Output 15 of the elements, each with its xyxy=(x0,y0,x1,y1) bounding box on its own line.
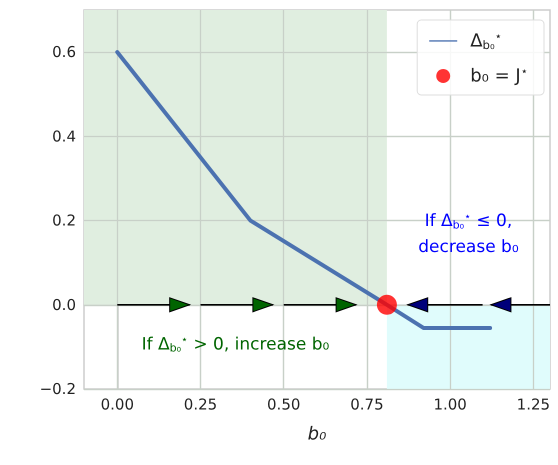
y-tick-label: 0.4 xyxy=(52,127,76,146)
x-tick-label: 0.25 xyxy=(184,396,218,414)
y-tick-label: 0.2 xyxy=(52,212,76,230)
x-tick-label: 0.00 xyxy=(100,396,134,414)
x-tick-label: 1.00 xyxy=(433,396,467,414)
x-axis-title: b₀ xyxy=(308,424,326,444)
x-tick-label: 0.50 xyxy=(267,396,300,414)
y-tick-label: 0.6 xyxy=(52,43,76,62)
annotation: If Δb₀⋆ ≤ 0, decrease b₀ xyxy=(418,210,519,258)
x-tick-label: 1.25 xyxy=(516,396,550,414)
y-tick-label: 0.0 xyxy=(52,296,76,314)
x-tick-label: 0.75 xyxy=(350,396,384,414)
legend-label: b₀ = J⋆ xyxy=(470,64,528,86)
annotation: If Δb₀⋆ > 0, increase b₀ xyxy=(142,333,330,355)
y-tick-label: −0.2 xyxy=(40,380,76,398)
